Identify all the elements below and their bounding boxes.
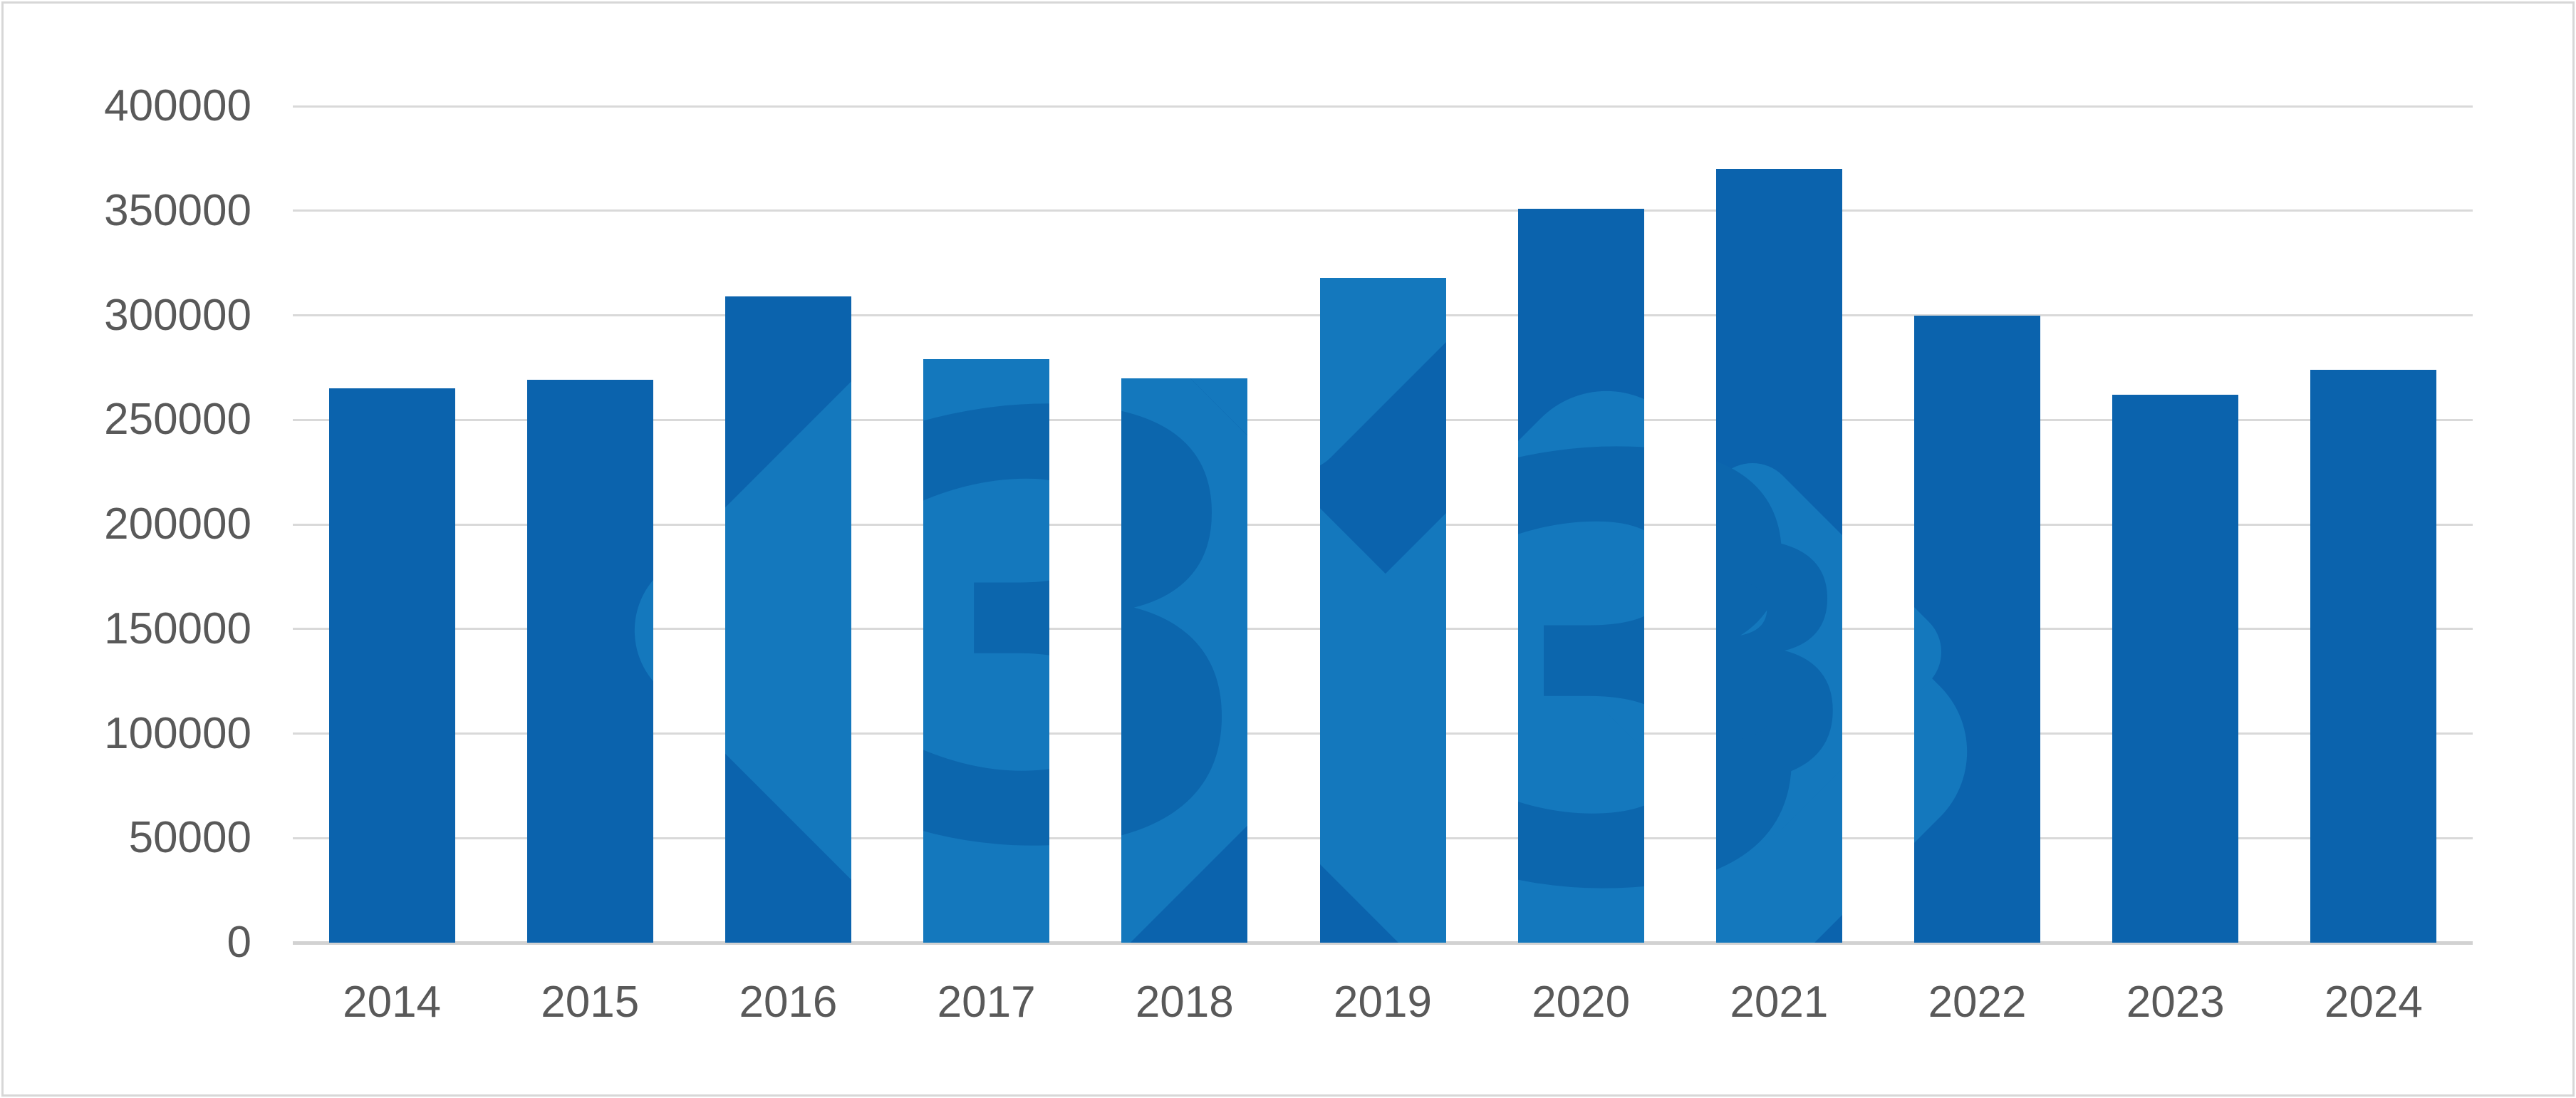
y-tick-label-150000: 150000 (104, 604, 251, 653)
x-tick-label-2024: 2024 (2324, 978, 2423, 1027)
bar-2016 (724, 296, 851, 943)
x-tick-label-2015: 2015 (541, 978, 640, 1027)
x-tick-label-2014: 2014 (343, 978, 442, 1027)
x-tick-label-2017: 2017 (937, 978, 1036, 1027)
gridline-400000 (293, 105, 2473, 108)
bar-2014 (328, 388, 455, 943)
x-tick-label-2020: 2020 (1532, 978, 1631, 1027)
x-tick-label-2018: 2018 (1135, 978, 1234, 1027)
bar-2020 (1517, 208, 1644, 943)
gridline-350000 (293, 209, 2473, 212)
bar-2022 (1914, 315, 2041, 943)
bar-2021 (1715, 169, 1842, 943)
y-tick-label-100000: 100000 (104, 708, 251, 758)
y-tick-label-250000: 250000 (104, 395, 251, 445)
bar-2024 (2310, 369, 2437, 943)
bar-2023 (2112, 395, 2239, 943)
bar-2018 (1121, 378, 1248, 943)
y-tick-label-400000: 400000 (104, 81, 251, 130)
x-tick-label-2021: 2021 (1730, 978, 1829, 1027)
y-tick-label-0: 0 (227, 918, 251, 967)
bar-2017 (923, 359, 1050, 943)
y-tick-label-50000: 50000 (128, 813, 251, 863)
x-tick-label-2019: 2019 (1334, 978, 1432, 1027)
x-tick-label-2022: 2022 (1928, 978, 2027, 1027)
bar-2015 (526, 380, 653, 943)
x-tick-label-2023: 2023 (2126, 978, 2225, 1027)
y-tick-label-350000: 350000 (104, 185, 251, 235)
y-tick-label-300000: 300000 (104, 290, 251, 340)
bar-2019 (1319, 277, 1446, 943)
x-tick-label-2016: 2016 (739, 978, 838, 1027)
y-tick-label-200000: 200000 (104, 499, 251, 549)
